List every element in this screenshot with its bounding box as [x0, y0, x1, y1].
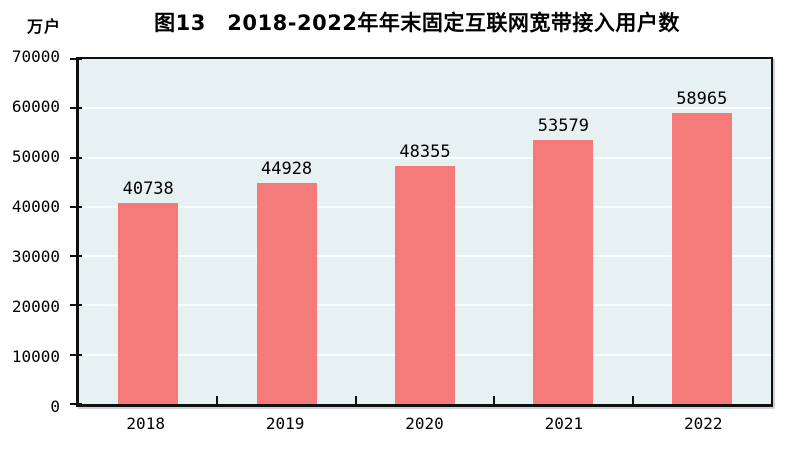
y-axis-tick [70, 58, 82, 60]
bar-category: 40738 [79, 59, 217, 404]
x-axis-tick-labels: 2018 2019 2020 2021 2022 [76, 414, 773, 436]
gridline [79, 156, 771, 159]
x-axis-tick-label: 2019 [265, 414, 305, 433]
bar [256, 182, 317, 404]
bar [394, 165, 455, 404]
y-axis-tick [70, 255, 82, 258]
bar-value-label: 53579 [537, 115, 589, 136]
bar-value-label: 44928 [260, 158, 313, 179]
y-axis-tick [70, 304, 82, 307]
y-axis-tick [70, 353, 82, 356]
y-axis-tick-label: 30000 [11, 247, 60, 266]
x-axis-tick-label: 2020 [405, 414, 444, 433]
y-axis-tick-label: 20000 [11, 297, 60, 316]
x-axis-tick [493, 396, 496, 404]
x-axis-tick [631, 396, 634, 404]
x-axis-tick-label: 2022 [684, 414, 723, 433]
y-axis-tick-label: 10000 [11, 347, 60, 366]
bar [533, 139, 594, 404]
y-axis-tick-label: 60000 [11, 97, 60, 116]
x-axis-tick [216, 396, 219, 404]
y-axis-tick-label: 50000 [11, 147, 60, 166]
y-axis-tick-labels: 0 10000 20000 30000 40000 50000 60000 70000 [0, 48, 68, 416]
plot-area: 40738 44928 48355 53579 58965 [70, 57, 773, 407]
gridline [79, 107, 771, 110]
bar-value-label: 48355 [399, 141, 451, 162]
bar-category: 48355 [356, 59, 494, 404]
x-axis-tick-label: 2018 [126, 414, 165, 433]
y-axis-tick [70, 156, 82, 159]
bar-category: 44928 [217, 59, 355, 404]
bar [671, 113, 732, 404]
bar-value-label: 40738 [122, 179, 174, 200]
x-axis-tick [354, 396, 357, 404]
y-axis-tick-label: 0 [50, 397, 60, 416]
y-axis-tick [70, 403, 82, 405]
y-axis-tick [70, 205, 82, 208]
bar [118, 203, 179, 404]
bar-value-label: 58965 [676, 89, 728, 110]
y-axis-unit-label: 万户 [27, 17, 62, 36]
y-axis-tick [70, 107, 82, 110]
y-axis-tick-label: 70000 [11, 47, 60, 66]
x-axis-tick-label: 2021 [544, 414, 584, 433]
bar-category: 53579 [494, 59, 632, 404]
bar-category: 58965 [633, 59, 771, 404]
y-axis-tick-label: 40000 [11, 197, 60, 216]
chart-title: 图13 2018-2022年年末固定互联网宽带接入用户数 [154, 11, 680, 35]
